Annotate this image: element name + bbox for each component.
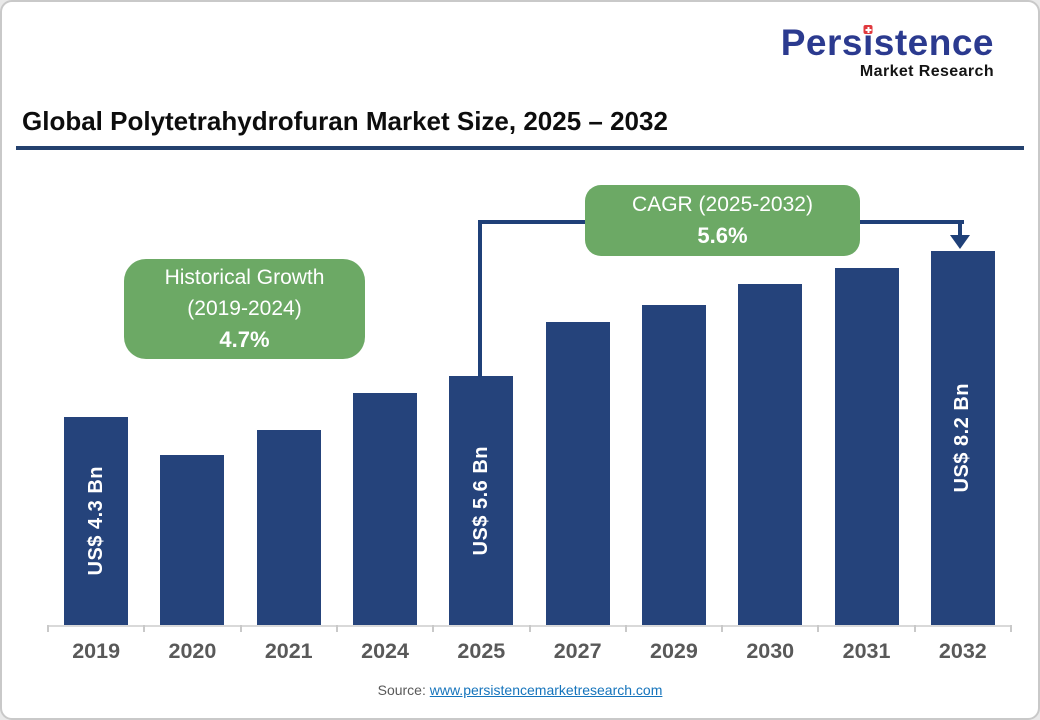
brand-subtitle: Market Research bbox=[859, 63, 994, 80]
cagr-connector-right-line bbox=[958, 220, 962, 237]
cagr-value: 5.6% bbox=[697, 223, 748, 248]
x-axis-label-2025: 2025 bbox=[457, 639, 506, 663]
x-axis-label-2020: 2020 bbox=[168, 639, 217, 663]
x-axis-label-2032: 2032 bbox=[938, 639, 987, 663]
bar-2020 bbox=[160, 455, 225, 625]
x-axis-tick bbox=[432, 625, 435, 632]
x-axis-tick bbox=[817, 625, 820, 632]
logo-red-dot-icon bbox=[863, 25, 873, 34]
bar-2024 bbox=[353, 393, 418, 625]
bar-value-label-2025: US$ 5.6 Bn bbox=[469, 445, 492, 556]
cagr-label: CAGR (2025-2032) bbox=[632, 193, 813, 216]
x-axis-tick bbox=[239, 625, 242, 632]
x-axis-label-2031: 2031 bbox=[842, 639, 891, 663]
page-title: Global Polytetrahydrofuran Market Size, … bbox=[22, 106, 668, 136]
x-axis-tick bbox=[47, 625, 49, 632]
historical-growth-period: (2019-2024) bbox=[187, 297, 302, 320]
x-axis-tick bbox=[624, 625, 627, 632]
cagr-callout: CAGR (2025-2032) 5.6% bbox=[585, 185, 860, 256]
bar-2032: US$ 8.2 Bn bbox=[930, 251, 995, 625]
bar-2019: US$ 4.3 Bn bbox=[64, 417, 129, 625]
x-axis-tick bbox=[1010, 625, 1012, 632]
x-axis-tick bbox=[335, 625, 338, 632]
title-underline bbox=[16, 146, 1024, 150]
historical-growth-callout: Historical Growth (2019-2024) 4.7% bbox=[124, 259, 365, 359]
bar-value-label-2019: US$ 4.3 Bn bbox=[84, 466, 107, 576]
source-line: Source: www.persistencemarketresearch.co… bbox=[2, 682, 1038, 698]
brand-wordmark: Persı stence bbox=[780, 22, 994, 63]
plot-area: US$ 4.3 Bn 2019 2020 2021 2024 US$ 5.6 Bn 2025… bbox=[47, 242, 1012, 663]
x-axis-label-2027: 2027 bbox=[553, 639, 602, 663]
x-axis-label-2021: 2021 bbox=[264, 639, 313, 663]
x-axis-tick bbox=[721, 625, 724, 632]
bar-2031 bbox=[834, 268, 899, 625]
historical-growth-label: Historical Growth bbox=[164, 266, 325, 289]
bar-2029 bbox=[641, 305, 706, 625]
source-prefix: Source: bbox=[377, 682, 426, 698]
source-link[interactable]: www.persistencemarketresearch.com bbox=[429, 682, 663, 698]
x-axis-label-2024: 2024 bbox=[361, 639, 409, 663]
x-axis-label-2030: 2030 bbox=[746, 639, 795, 663]
x-axis-tick bbox=[913, 625, 916, 632]
x-axis-label-2019: 2019 bbox=[72, 639, 121, 663]
bar-2021 bbox=[256, 430, 321, 625]
cagr-connector-left-line bbox=[478, 220, 482, 377]
x-axis-label-2029: 2029 bbox=[650, 639, 698, 663]
brand-logo: Persı stence Market Research bbox=[781, 24, 994, 80]
bar-2030 bbox=[738, 284, 803, 625]
x-axis-tick bbox=[143, 625, 146, 632]
bar-2025: US$ 5.6 Bn bbox=[449, 376, 514, 625]
cagr-arrow-down-icon bbox=[950, 235, 970, 249]
brand-letter-i: ı bbox=[862, 22, 874, 63]
bar-value-label-2032: US$ 8.2 Bn bbox=[951, 383, 974, 493]
historical-growth-value: 4.7% bbox=[219, 327, 270, 352]
x-axis-tick bbox=[528, 625, 531, 632]
bar-2027 bbox=[545, 322, 610, 625]
